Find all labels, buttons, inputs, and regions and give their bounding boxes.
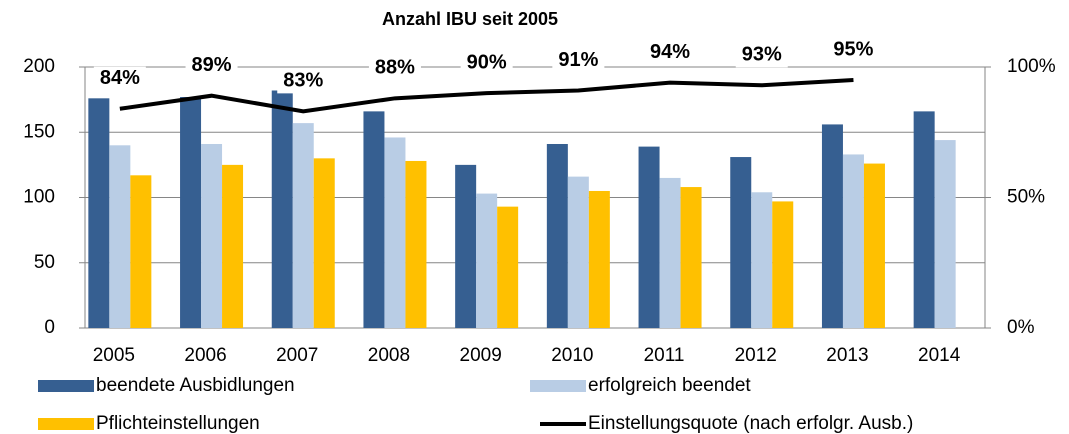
legend-label: Pflichteinstellungen xyxy=(96,413,260,434)
x-tick-label: 2008 xyxy=(368,345,410,366)
legend-swatch xyxy=(38,380,94,392)
bar xyxy=(384,137,406,328)
bar xyxy=(476,193,498,328)
bar xyxy=(271,90,293,329)
bar xyxy=(863,163,885,328)
bar xyxy=(821,124,843,328)
bar xyxy=(180,97,202,328)
legend-label: erfolgreich beendet xyxy=(588,375,751,396)
bar xyxy=(455,164,477,328)
bar xyxy=(201,143,223,328)
legend-swatch xyxy=(38,418,94,430)
legend-swatch xyxy=(530,380,586,392)
line xyxy=(119,78,854,114)
value-label-bg xyxy=(185,53,238,78)
value-label: 88% xyxy=(375,57,415,79)
value-label-bg xyxy=(552,48,605,73)
value-label: 93% xyxy=(742,44,782,66)
x-tick-label: 2010 xyxy=(551,345,593,366)
bar xyxy=(567,176,589,328)
bar xyxy=(934,140,956,328)
bar xyxy=(751,192,773,328)
x-tick-label: 2006 xyxy=(184,345,226,366)
value-label: 94% xyxy=(650,41,690,63)
value-label: 84% xyxy=(100,67,140,89)
bar xyxy=(363,111,385,329)
y-tick-label: 100 xyxy=(23,187,55,208)
bar xyxy=(222,164,244,328)
bar xyxy=(405,160,427,328)
bar xyxy=(772,201,794,328)
x-tick-label: 2009 xyxy=(460,345,502,366)
value-label: 95% xyxy=(833,38,873,60)
y2-tick-label: 100% xyxy=(1007,56,1056,77)
y-tick-label: 200 xyxy=(23,56,55,77)
bar xyxy=(913,111,935,329)
legend-label: beendete Ausbidlungen xyxy=(96,375,295,396)
legend-label: Einstellungsquote (nach erfolgr. Ausb.) xyxy=(588,413,913,434)
y2-tick-label: 50% xyxy=(1007,187,1045,208)
value-label-bg xyxy=(93,66,146,91)
bar xyxy=(497,206,519,328)
x-tick-label: 2013 xyxy=(826,345,868,366)
y-tick-label: 150 xyxy=(23,121,55,142)
y2-tick-label: 0% xyxy=(1007,317,1035,338)
y-tick-label: 0 xyxy=(44,317,55,338)
x-tick-label: 2005 xyxy=(93,345,135,366)
bar xyxy=(588,190,610,328)
bar xyxy=(842,154,864,328)
chart-title: Anzahl IBU seit 2005 xyxy=(382,9,558,29)
bar xyxy=(638,146,660,328)
bar xyxy=(313,158,335,328)
bar xyxy=(659,177,681,328)
bar xyxy=(88,98,110,328)
bar xyxy=(546,143,568,328)
y-tick-label: 50 xyxy=(34,252,55,273)
value-label: 91% xyxy=(558,49,598,71)
value-label-bg xyxy=(735,43,788,68)
value-label-bg xyxy=(827,38,880,63)
bar xyxy=(292,123,314,329)
x-tick-label: 2014 xyxy=(918,345,961,366)
value-label: 90% xyxy=(467,51,507,73)
bar xyxy=(680,187,702,328)
x-tick-label: 2012 xyxy=(735,345,777,366)
value-label: 89% xyxy=(192,54,232,76)
value-label-bg xyxy=(277,69,330,94)
bar xyxy=(130,175,152,328)
value-label: 83% xyxy=(283,70,323,92)
value-label-bg xyxy=(644,40,697,65)
bar xyxy=(730,157,752,328)
x-tick-label: 2007 xyxy=(276,345,318,366)
value-label-bg xyxy=(368,56,421,81)
value-label-bg xyxy=(460,51,513,76)
bar xyxy=(109,145,131,328)
x-tick-label: 2011 xyxy=(644,345,685,366)
